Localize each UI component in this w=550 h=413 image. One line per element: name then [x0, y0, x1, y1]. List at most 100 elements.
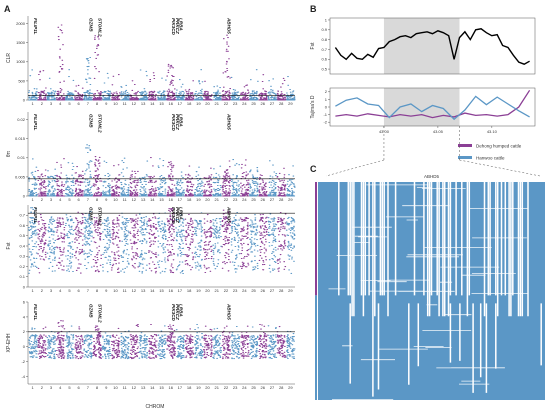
chrom-points-29 [285, 330, 296, 360]
chrom-points-8 [92, 216, 103, 273]
chrom-tick-label: 5 [68, 288, 71, 293]
chrom-points-8 [92, 90, 103, 101]
chrom-points-10 [110, 74, 121, 101]
chrom-points-9 [101, 72, 112, 101]
chrom-points-20 [202, 325, 213, 359]
chrom-tick-label: 17 [178, 101, 183, 106]
chrom-tick-label: 27 [270, 385, 275, 390]
chrom-points-21 [212, 327, 222, 359]
chrom-points-1 [28, 216, 38, 274]
gene-label-stoml2: STOML2 [98, 18, 103, 37]
chrom-points-21 [212, 165, 222, 197]
chrom-points-17 [175, 79, 186, 101]
chrom-tick-label: 18 [187, 101, 192, 106]
legend-swatch [458, 144, 472, 147]
legend-swatch [458, 156, 472, 159]
y-axis-label: θπ [6, 150, 12, 157]
chrom-points-2 [37, 70, 48, 101]
gene-label-gzmb: GZMB [88, 207, 93, 221]
gene-label-stoml2: STOML2 [98, 114, 103, 133]
peak-points [93, 35, 100, 79]
chrom-tick-label: 19 [196, 101, 201, 106]
tajima-line-dehong [335, 89, 531, 119]
legend-label: Dehong humped cattle [476, 144, 522, 149]
chrom-tick-label: 22 [224, 385, 229, 390]
chrom-points-26 [258, 213, 269, 271]
chrom-points-3 [46, 216, 57, 272]
chrom-tick-label: 20 [205, 288, 210, 293]
chrom-tick-label: 3 [50, 101, 53, 106]
chrom-tick-label: 13 [141, 385, 146, 390]
chrom-points-2 [37, 214, 47, 274]
chrom-points-25 [248, 326, 259, 360]
heatmap-white-columns [338, 182, 542, 397]
gene-label-pik3cd: PIK3CD [171, 207, 176, 225]
chrom-tick-label: 26 [261, 385, 266, 390]
chrom-tick-label: 6 [78, 197, 81, 202]
gene-label-gzmb: GZMB [88, 114, 93, 128]
y-tick-label: -1 [323, 112, 327, 117]
chrom-points-10 [111, 327, 121, 360]
peak-points [94, 156, 101, 179]
gene-label-lrba: LRBA [179, 114, 184, 127]
y-tick-label: 0.4 [19, 243, 25, 248]
peak-points [84, 210, 92, 235]
gene-label-filip1l: FILIP1L [33, 207, 38, 224]
chrom-tick-label: 25 [251, 101, 256, 106]
y-tick-label: 0.005 [15, 174, 26, 179]
chrom-points-24 [239, 84, 250, 101]
peak-points [94, 325, 101, 346]
y-tick-label: 0.1 [19, 274, 25, 279]
chrom-points-20 [202, 167, 213, 197]
fst-line [334, 28, 530, 65]
panel-letter-c: C [310, 164, 317, 174]
chrom-tick-label: 6 [78, 385, 81, 390]
gene-label-stoml2: STOML2 [98, 207, 103, 226]
chrom-tick-label: 9 [105, 288, 108, 293]
chrom-points-18 [184, 165, 195, 197]
chrom-tick-label: 23 [233, 385, 238, 390]
chrom-tick-label: 29 [288, 197, 293, 202]
chrom-tick-label: 1 [31, 197, 34, 202]
chrom-tick-label: 22 [224, 197, 229, 202]
chrom-tick-label: 4 [59, 197, 62, 202]
legend-label: Hanwoo cattle [476, 156, 505, 161]
chrom-tick-label: 19 [196, 197, 201, 202]
chrom-tick-label: 28 [279, 385, 284, 390]
chrom-tick-label: 5 [68, 197, 71, 202]
connector-line [325, 159, 385, 177]
chrom-tick-label: 19 [196, 385, 201, 390]
chrom-tick-label: 20 [205, 385, 210, 390]
chrom-tick-label: 10 [113, 288, 118, 293]
chrom-tick-label: 23 [233, 197, 238, 202]
chrom-tick-label: 9 [105, 197, 108, 202]
panel-b-line-plots: 0.5 0.6 0.7 0.8 0.9 1 Fst -2 -1 0 1 2 Tajima's D 43.0… [310, 17, 541, 177]
gene-label-abhd5: ABHD5 [226, 17, 231, 34]
chrom-points-5 [64, 325, 75, 359]
chrom-points-13 [138, 213, 149, 274]
gene-label-pik3cd: PIK3CD [171, 304, 176, 322]
chrom-tick-label: 4 [59, 288, 62, 293]
row-group-bar-dehong [315, 182, 317, 296]
peak-points [222, 34, 230, 78]
chrom-tick-label: 6 [78, 101, 81, 106]
gene-label-pik3cd: PIK3CD [171, 114, 176, 132]
chrom-points-7 [83, 77, 94, 101]
y-tick-label: 2000 [16, 21, 26, 26]
heatmap-title: ABHD5 [424, 174, 440, 179]
chrom-points-5 [64, 214, 75, 273]
y-tick-label: 0.5 [321, 66, 327, 71]
chrom-tick-label: 3 [50, 197, 53, 202]
x-tick-label: 43.10 [487, 129, 498, 134]
y-tick-label: 0.02 [17, 117, 26, 122]
y-tick-label: 0.6 [19, 223, 25, 228]
chrom-tick-label: 11 [123, 288, 128, 293]
highlight-region [383, 88, 460, 126]
gene-label-filip1l: FILIP1L [33, 304, 38, 321]
chrom-points-6 [74, 84, 84, 101]
chrom-points-23 [230, 325, 241, 360]
panel-letter-b: B [310, 4, 317, 14]
y-tick-label: 0.6 [321, 57, 327, 62]
